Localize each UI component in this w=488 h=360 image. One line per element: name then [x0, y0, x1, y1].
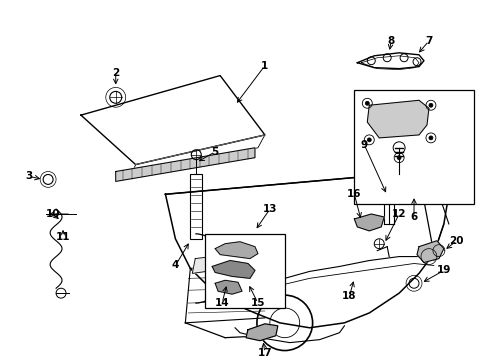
Polygon shape [366, 100, 428, 138]
Text: 1: 1 [261, 61, 268, 71]
Text: 7: 7 [425, 36, 432, 46]
Bar [205, 234, 284, 308]
Text: 12: 12 [391, 209, 406, 219]
Circle shape [396, 156, 400, 159]
Text: 6: 6 [409, 212, 417, 222]
Text: 3: 3 [25, 171, 33, 181]
Polygon shape [215, 280, 242, 294]
Text: 17: 17 [257, 347, 272, 357]
Text: 13: 13 [262, 204, 277, 214]
Text: 10: 10 [46, 209, 60, 219]
Circle shape [428, 136, 432, 140]
Text: 5: 5 [211, 147, 218, 157]
Polygon shape [215, 242, 257, 258]
Polygon shape [192, 255, 230, 273]
Text: 9: 9 [360, 140, 367, 150]
Text: 2: 2 [112, 68, 119, 78]
Polygon shape [116, 148, 254, 181]
Polygon shape [212, 261, 254, 278]
Circle shape [428, 103, 432, 107]
Polygon shape [416, 241, 443, 262]
Polygon shape [354, 214, 384, 231]
Text: 15: 15 [250, 298, 264, 308]
Circle shape [366, 138, 370, 142]
Text: 14: 14 [214, 298, 229, 308]
Text: 20: 20 [448, 236, 463, 246]
Text: 16: 16 [346, 189, 361, 199]
Text: 11: 11 [56, 232, 70, 242]
Text: 19: 19 [436, 265, 450, 275]
Text: 4: 4 [171, 261, 179, 270]
Bar [190, 175, 202, 239]
Text: 8: 8 [387, 36, 394, 46]
Text: 18: 18 [342, 291, 356, 301]
Circle shape [365, 101, 368, 105]
Polygon shape [245, 324, 277, 341]
Bar [354, 90, 473, 204]
